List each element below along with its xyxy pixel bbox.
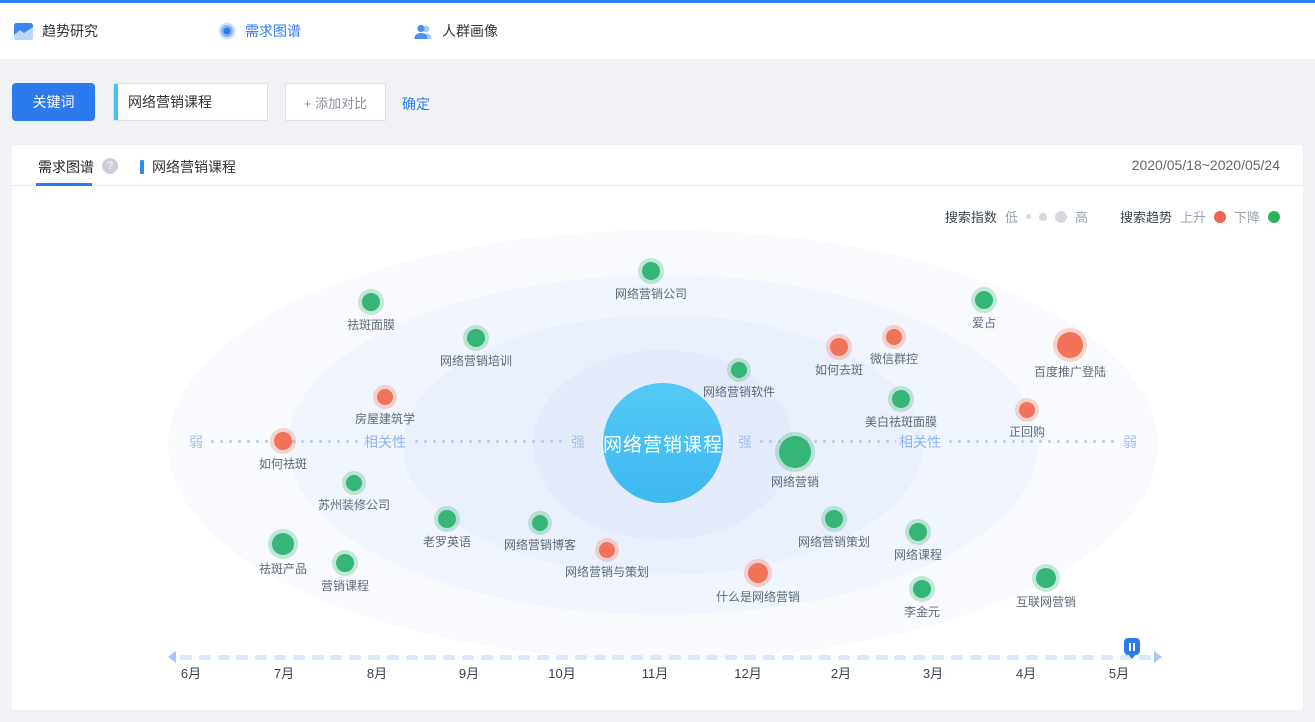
person-icon — [414, 24, 432, 39]
chart-bubble-down[interactable] — [362, 293, 380, 311]
chart-bubble-up[interactable] — [830, 338, 848, 356]
nav-item-demand-map[interactable]: 需求图谱 — [218, 3, 301, 59]
chart-bubble-up[interactable] — [1057, 332, 1083, 358]
legend-low-label: 低 — [1004, 210, 1018, 225]
pause-bar-icon — [1129, 642, 1131, 651]
chart-bubble-down[interactable] — [731, 362, 747, 378]
chart-bubble-down[interactable] — [642, 262, 660, 280]
top-accent-bar — [0, 0, 1315, 3]
radar-dot-icon — [218, 22, 236, 40]
legend-index-label: 搜索指数 — [944, 210, 997, 225]
legend-high-label: 高 — [1074, 210, 1088, 225]
confirm-link[interactable]: 确定 — [402, 96, 430, 112]
chart-bubble-up[interactable] — [886, 329, 902, 345]
chart-bubble-down[interactable] — [779, 436, 811, 468]
chart-bubble-down[interactable] — [438, 510, 456, 528]
legend-up-label: 上升 — [1179, 210, 1206, 225]
size-dot-large-icon — [1054, 210, 1067, 223]
legend-trend-label: 搜索趋势 — [1119, 210, 1172, 225]
center-keyword-label: 网络营销课程 — [603, 434, 724, 456]
center-keyword-bubble[interactable]: 网络营销课程 — [603, 383, 723, 503]
legend-down-label: 下降 — [1233, 210, 1260, 225]
chart-bubble-up[interactable] — [377, 389, 393, 405]
nav-item-trend-research[interactable]: 趋势研究 — [14, 3, 98, 59]
chart-bubble-down[interactable] — [909, 523, 927, 541]
active-tab-underline — [36, 183, 92, 186]
timeline-prev-arrow-icon[interactable] — [168, 651, 176, 663]
keyword-input-wrap — [113, 83, 268, 121]
series-color-bar — [140, 160, 144, 174]
chart-bubble-down[interactable] — [825, 510, 843, 528]
panel-header: 需求图谱 ? 网络营销课程 2020/05/18~2020/05/24 — [12, 145, 1303, 186]
help-icon[interactable]: ? — [102, 158, 118, 174]
chart-bubble-up[interactable] — [274, 432, 292, 450]
pause-bar-icon — [1133, 642, 1135, 651]
add-compare-button[interactable]: + 添加对比 — [285, 83, 386, 121]
keyword-button[interactable]: 关键词 — [12, 83, 95, 121]
nav-label: 需求图谱 — [245, 23, 301, 39]
chart-bubble-down[interactable] — [975, 291, 993, 309]
chart-bubble-down[interactable] — [272, 533, 294, 555]
chart-bubble-up[interactable] — [599, 542, 615, 558]
keyword-color-accent — [114, 84, 118, 120]
trend-chart-icon — [14, 22, 33, 40]
nav-label: 人群画像 — [442, 23, 498, 39]
nav-label: 趋势研究 — [42, 23, 98, 39]
series-tab[interactable]: 网络营销课程 — [140, 157, 236, 177]
chart-bubble-down[interactable] — [532, 515, 548, 531]
size-dot-medium-icon — [1038, 212, 1047, 221]
size-dot-small-icon — [1025, 214, 1031, 219]
series-tab-label: 网络营销课程 — [152, 159, 236, 175]
timeline-next-arrow-icon[interactable] — [1154, 651, 1162, 663]
chart-bubble-down[interactable] — [467, 329, 485, 347]
chart-bubble-down[interactable] — [892, 390, 910, 408]
chart-bubble-down[interactable] — [1036, 568, 1056, 588]
date-range: 2020/05/18~2020/05/24 — [1131, 157, 1280, 173]
chart-bubble-down[interactable] — [336, 554, 354, 572]
chart-bubble-down[interactable] — [346, 475, 362, 491]
panel-title: 需求图谱 — [38, 159, 94, 175]
trend-up-dot-icon — [1213, 210, 1226, 223]
keyword-input[interactable] — [118, 84, 267, 120]
timeline-pause-slider[interactable] — [1124, 638, 1140, 659]
chart-legend: 搜索指数 低 高 搜索趋势 上升 下降 — [945, 207, 1280, 226]
chart-bubble-up[interactable] — [1019, 402, 1035, 418]
trend-down-dot-icon — [1268, 210, 1280, 223]
chart-bubble-up[interactable] — [748, 563, 768, 583]
chart-bubble-down[interactable] — [913, 580, 931, 598]
nav-item-audience-profile[interactable]: 人群画像 — [413, 3, 498, 59]
top-navigation: 趋势研究 需求图谱 人群画像 — [0, 3, 1315, 59]
